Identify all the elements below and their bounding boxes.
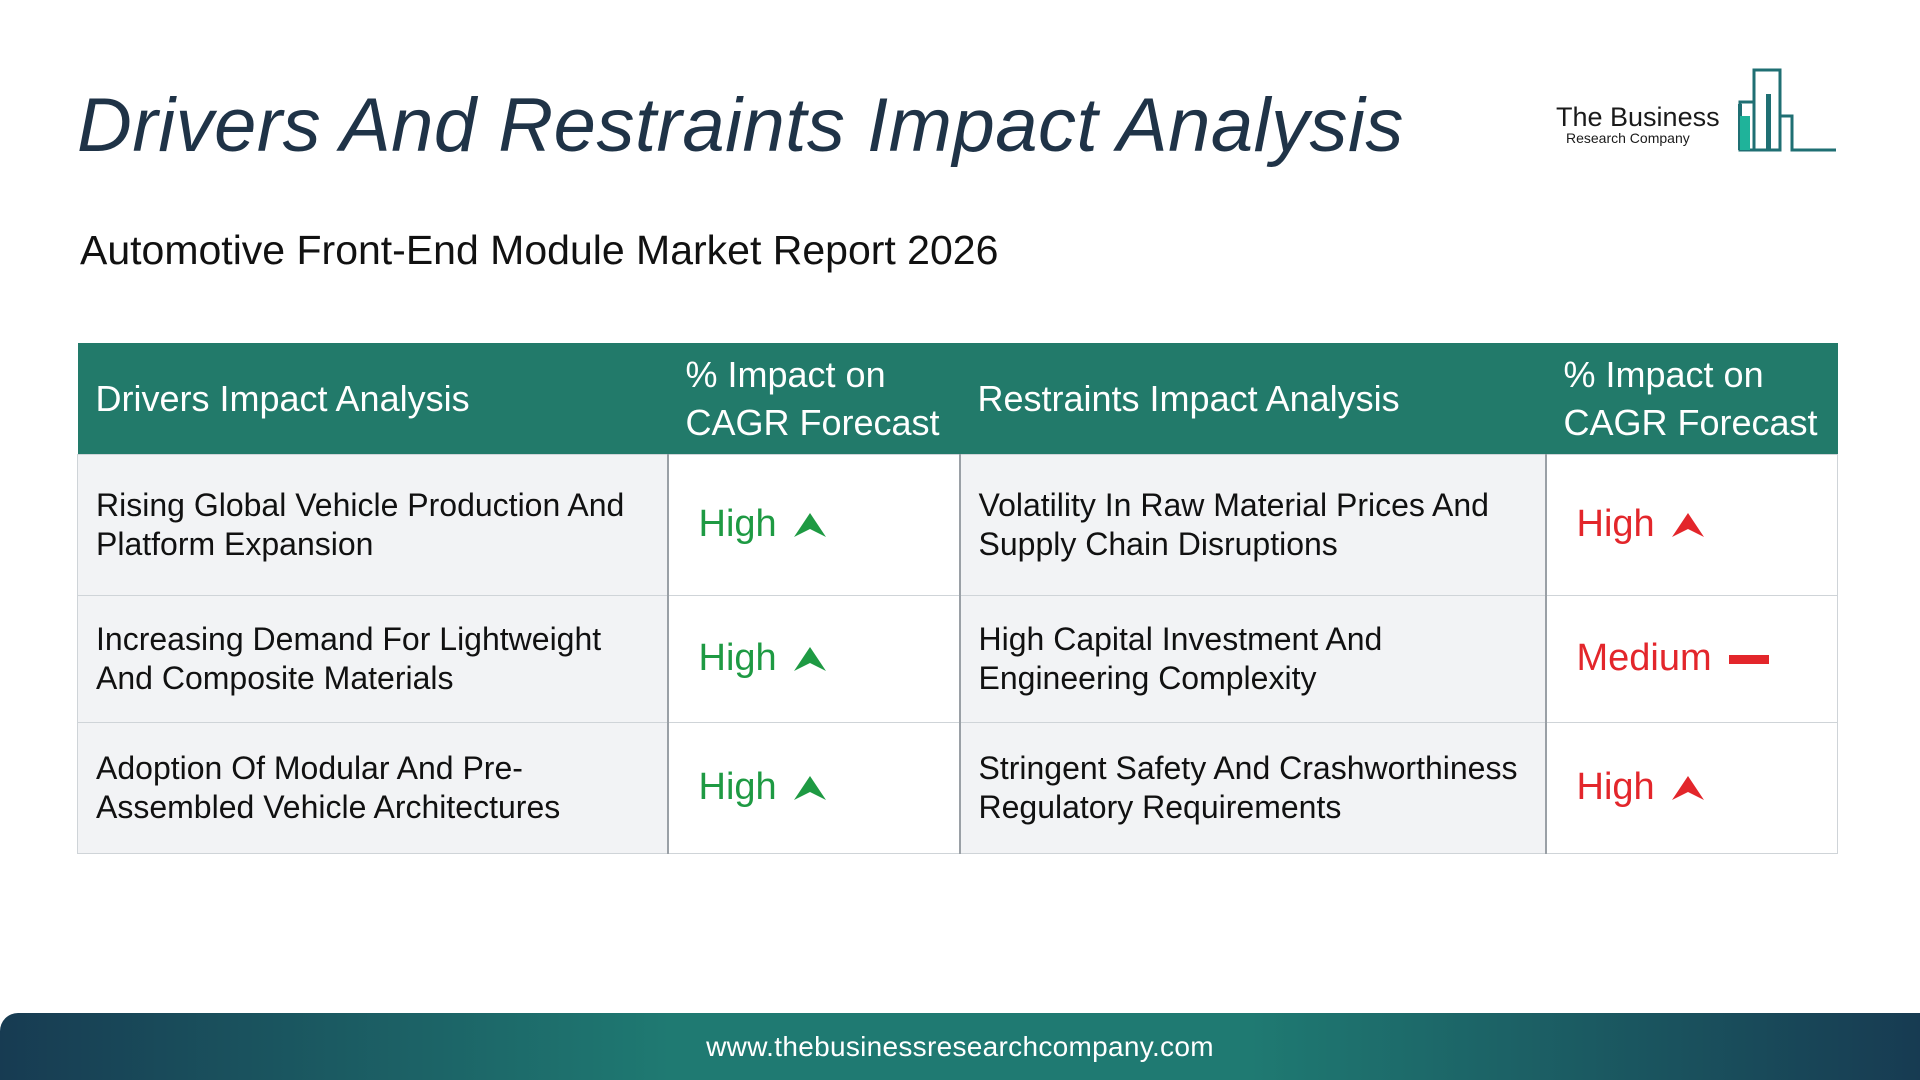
restraint-cell: High Capital Investment And Engineering … — [958, 595, 1546, 723]
impact-level-text: High — [1576, 766, 1655, 808]
arrow-up-icon — [793, 775, 826, 800]
impact-level-text: High — [698, 503, 777, 545]
arrow-up-icon — [1671, 512, 1704, 537]
header-drivers: Drivers Impact Analysis — [77, 343, 668, 455]
restraint-cell: Volatility In Raw Material Prices And Su… — [958, 454, 1546, 596]
driver-cell: Increasing Demand For Lightweight And Co… — [77, 595, 668, 723]
driver-impact-cell: High — [666, 722, 960, 854]
arrow-up-icon — [793, 512, 826, 537]
page-title: Drivers And Restraints Impact Analysis — [77, 83, 1404, 168]
driver-impact-cell: High — [666, 454, 960, 596]
restraint-cell: Stringent Safety And Crashworthiness Reg… — [958, 722, 1546, 854]
driver-impact-cell: High — [666, 595, 960, 723]
report-subtitle: Automotive Front-End Module Market Repor… — [80, 227, 999, 273]
impact-level: High — [699, 768, 827, 807]
table-row: Increasing Demand For Lightweight And Co… — [77, 595, 1838, 723]
logo-tagline: Research Company — [1566, 130, 1690, 146]
logo-bars-graphic — [1738, 68, 1836, 152]
restraint-impact-cell: Medium — [1544, 595, 1838, 723]
table-row: Adoption Of Modular And Pre-Assembled Ve… — [77, 722, 1838, 854]
table-header-row: Drivers Impact Analysis % Impact on CAGR… — [77, 343, 1838, 455]
impact-level-text: High — [698, 637, 777, 679]
restraint-impact-cell: High — [1544, 454, 1838, 596]
impact-level-text: High — [698, 766, 777, 808]
header-driver-impact: % Impact on CAGR Forecast — [667, 343, 960, 455]
driver-cell: Adoption Of Modular And Pre-Assembled Ve… — [77, 722, 668, 854]
header-restraint-impact: % Impact on CAGR Forecast — [1545, 343, 1838, 455]
impact-level-text: Medium — [1576, 637, 1712, 679]
impact-level: High — [1577, 505, 1705, 544]
impact-level: Medium — [1577, 639, 1770, 678]
arrow-up-icon — [793, 646, 826, 671]
impact-level: High — [699, 505, 827, 544]
dash-icon — [1728, 654, 1769, 664]
driver-cell: Rising Global Vehicle Production And Pla… — [77, 454, 668, 596]
impact-level-text: High — [1576, 503, 1655, 545]
impact-level: High — [699, 639, 827, 678]
arrow-up-icon — [1671, 775, 1704, 800]
impact-table: Drivers Impact Analysis % Impact on CAGR… — [77, 343, 1838, 854]
table-row: Rising Global Vehicle Production And Pla… — [77, 454, 1838, 596]
footer-bar: www.thebusinessresearchcompany.com — [0, 1013, 1920, 1080]
impact-level: High — [1577, 768, 1705, 807]
logo-name: The Business — [1556, 102, 1720, 132]
restraint-impact-cell: High — [1544, 722, 1838, 854]
website-link[interactable]: www.thebusinessresearchcompany.com — [706, 1031, 1214, 1062]
header-restraints: Restraints Impact Analysis — [959, 343, 1546, 455]
company-logo: The Business Research Company — [1552, 64, 1842, 154]
